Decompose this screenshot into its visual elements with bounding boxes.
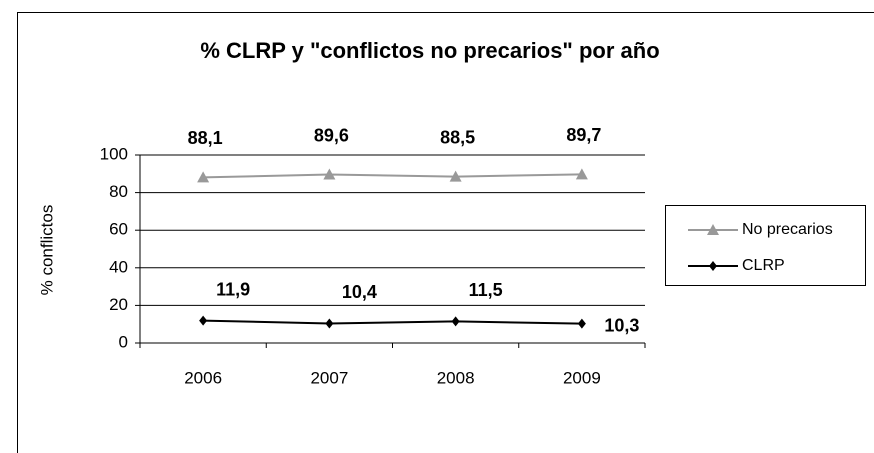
data-label: 10,4 bbox=[342, 282, 377, 302]
data-label: 11,9 bbox=[216, 279, 250, 299]
y-tick-label: 40 bbox=[109, 257, 128, 276]
data-point bbox=[197, 171, 210, 183]
chart-title: % CLRP y "conflictos no precarios" por a… bbox=[200, 38, 659, 63]
data-point bbox=[449, 170, 462, 182]
data-point bbox=[325, 318, 334, 329]
data-label: 88,5 bbox=[440, 127, 475, 147]
y-axis-label: % conflictos bbox=[37, 205, 56, 296]
data-point bbox=[323, 168, 336, 180]
x-tick-label: 2007 bbox=[310, 368, 348, 387]
legend-label: No precarios bbox=[742, 221, 833, 238]
legend bbox=[665, 205, 866, 286]
series-line bbox=[203, 319, 582, 325]
data-point bbox=[575, 168, 588, 180]
data-label: 10,3 bbox=[604, 315, 639, 335]
data-label: 11,5 bbox=[469, 280, 503, 300]
data-label: 89,7 bbox=[566, 125, 601, 145]
y-tick-label: 0 bbox=[119, 332, 128, 351]
data-label: 89,6 bbox=[314, 125, 349, 145]
legend-label: CLRP bbox=[742, 257, 785, 274]
x-tick-label: 2008 bbox=[437, 368, 475, 387]
x-tick-label: 2009 bbox=[563, 368, 601, 387]
data-point bbox=[451, 316, 460, 327]
data-point bbox=[199, 315, 208, 326]
y-tick-label: 100 bbox=[100, 144, 128, 163]
legend-marker bbox=[707, 224, 719, 235]
y-tick-label: 60 bbox=[109, 220, 128, 239]
y-tick-label: 80 bbox=[109, 182, 128, 201]
x-tick-label: 2006 bbox=[184, 368, 222, 387]
data-point bbox=[577, 318, 586, 329]
y-tick-label: 20 bbox=[109, 295, 128, 314]
data-label: 88,1 bbox=[188, 128, 223, 148]
series-line bbox=[203, 173, 582, 179]
legend-marker bbox=[709, 261, 717, 271]
